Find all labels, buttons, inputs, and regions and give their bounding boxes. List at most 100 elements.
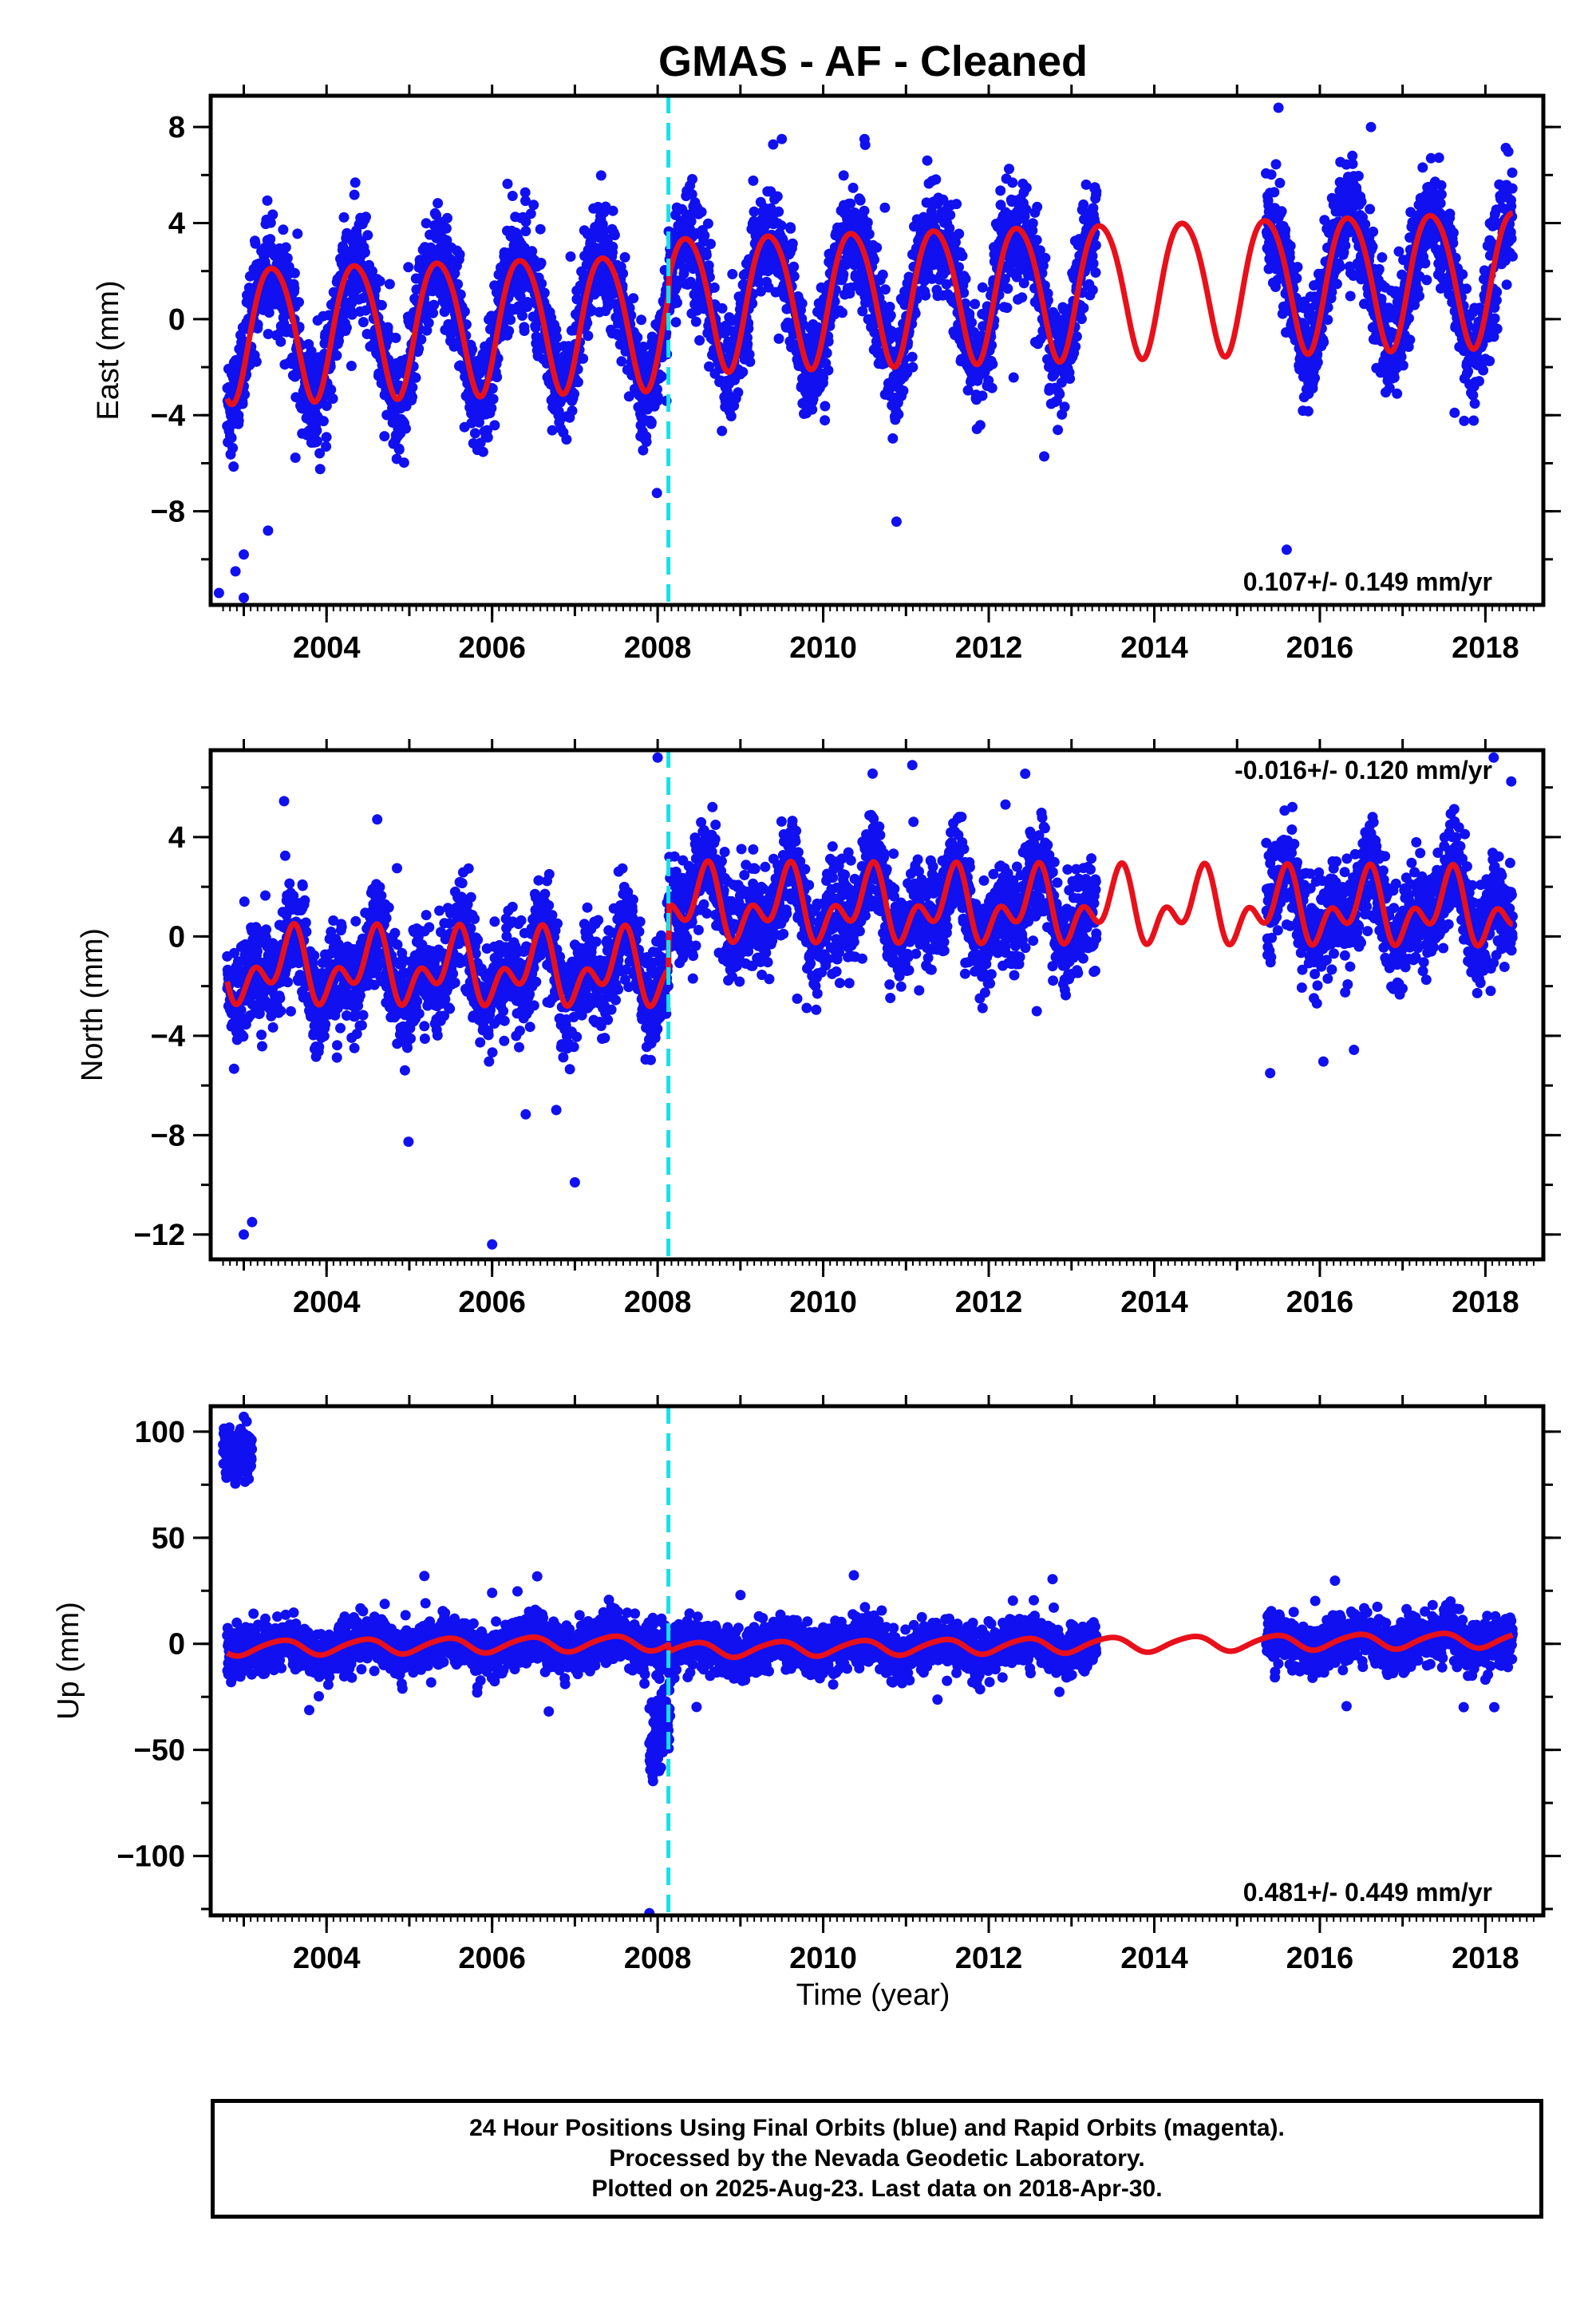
data-point-outlier: [230, 566, 241, 577]
data-point: [1274, 177, 1286, 188]
data-point: [1491, 323, 1503, 334]
data-point: [1436, 189, 1447, 200]
data-point: [945, 209, 956, 220]
data-point: [1463, 366, 1474, 377]
data-point: [1292, 262, 1303, 273]
data-point: [1501, 279, 1512, 290]
data-point: [745, 356, 756, 367]
data-point: [838, 170, 849, 181]
x-tick-label: 2006: [458, 631, 526, 665]
data-point: [265, 217, 276, 228]
data-point: [871, 242, 883, 253]
data-point: [403, 262, 414, 273]
data-point: [656, 371, 667, 382]
data-point: [694, 335, 705, 346]
data-point: [1001, 302, 1013, 314]
data-point: [1397, 360, 1408, 371]
data-point: [569, 389, 579, 400]
x-tick-label: 2004: [293, 631, 361, 665]
data-point: [1365, 121, 1377, 132]
data-point: [1469, 398, 1480, 409]
data-point: [970, 298, 981, 310]
data-point: [440, 223, 452, 234]
data-point: [551, 332, 563, 343]
data-point: [327, 393, 338, 404]
data-point: [1031, 235, 1042, 246]
data-point: [502, 178, 513, 189]
data-point: [257, 1041, 267, 1052]
data-point: [651, 488, 662, 499]
data-point: [1392, 388, 1403, 399]
data-point: [1433, 152, 1444, 164]
data-point: [280, 242, 291, 253]
data-point: [785, 223, 796, 234]
plot-area: [222, 752, 1518, 1250]
data-point: [492, 372, 503, 382]
data-point-outlier: [213, 587, 224, 599]
data-point: [489, 420, 500, 431]
data-point: [702, 218, 713, 229]
data-point: [251, 356, 262, 367]
data-point: [1507, 251, 1518, 262]
data-point: [1276, 206, 1287, 217]
data-point: [477, 446, 488, 457]
data-point: [845, 198, 856, 209]
data-point: [1269, 187, 1280, 198]
data-point: [1039, 451, 1049, 462]
data-point: [1503, 146, 1514, 157]
data-point: [893, 409, 904, 420]
data-point: [367, 266, 377, 277]
data-point: [1459, 415, 1470, 426]
data-point: [294, 297, 304, 308]
data-point: [696, 207, 707, 218]
x-tick-label: 2008: [624, 631, 692, 665]
data-point: [787, 238, 798, 249]
data-point: [282, 253, 293, 263]
data-point: [260, 890, 271, 901]
data-point: [1318, 337, 1329, 348]
data-point: [1285, 240, 1296, 251]
data-point: [595, 170, 606, 181]
data-point: [1404, 334, 1416, 346]
data-point: [1322, 314, 1333, 326]
data-point: [1491, 287, 1503, 298]
data-point: [821, 347, 832, 358]
data-point: [619, 251, 630, 263]
data-point: [1345, 290, 1356, 302]
data-point: [433, 198, 444, 209]
panels: 2004 2006 2008 2010 2012 2014 2016 2018−8−4048E…: [52, 85, 1561, 1975]
data-point: [1008, 372, 1019, 383]
panel-east: 2004 2006 2008 2010 2012 2014 2016 2018−8−4048E…: [92, 85, 1561, 665]
data-point: [859, 205, 870, 216]
data-point: [1377, 252, 1388, 263]
data-point: [609, 230, 620, 241]
data-point: [384, 279, 395, 290]
data-point: [350, 177, 361, 188]
data-point: [292, 228, 303, 239]
data-point: [632, 332, 643, 343]
data-point: [687, 174, 697, 184]
x-tick-label: 2014: [1120, 631, 1188, 665]
data-point: [517, 310, 527, 321]
data-point: [410, 372, 421, 383]
data-point: [1088, 258, 1099, 269]
data-point: [772, 191, 783, 202]
data-point: [1302, 405, 1314, 417]
data-point: [1448, 227, 1459, 239]
data-point: [275, 336, 286, 347]
data-point: [717, 302, 728, 314]
data-point: [1040, 252, 1051, 263]
data-point-outlier: [239, 592, 249, 603]
data-point: [1507, 183, 1518, 194]
data-point: [289, 283, 300, 294]
data-point: [1435, 198, 1446, 209]
x-tick-label: 2018: [1452, 631, 1519, 665]
data-point: [1070, 341, 1081, 352]
data-point: [742, 338, 753, 350]
data-point: [1078, 302, 1089, 314]
y-tick-label: 4: [168, 207, 185, 241]
data-point: [1468, 415, 1479, 426]
data-point: [1421, 275, 1432, 286]
data-point: [885, 310, 896, 321]
data-point: [1091, 186, 1102, 197]
